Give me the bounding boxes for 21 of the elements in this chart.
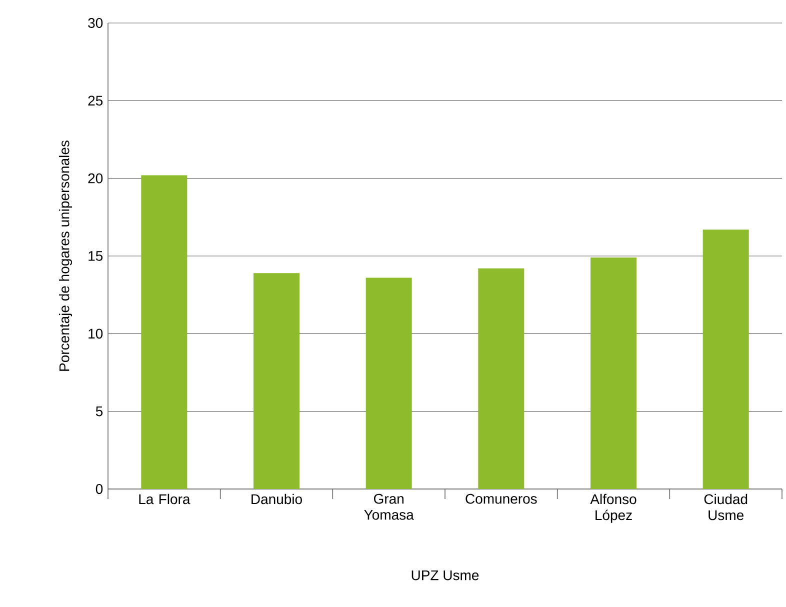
x-tick-label: Danubio	[252, 494, 302, 504]
bar	[478, 268, 524, 489]
y-tick-label: 20	[88, 173, 103, 184]
bar	[590, 258, 637, 489]
bar	[702, 230, 749, 489]
y-tick-label: 0	[96, 484, 103, 494]
x-tick-label: Gran Yomasa	[364, 494, 414, 520]
bar	[366, 278, 412, 489]
y-tick-label: 5	[96, 406, 103, 416]
y-tick-label: 10	[88, 328, 103, 339]
y-axis-title: Porcentaje de hogares unipersonales	[58, 140, 72, 371]
y-tick-label: 15	[88, 251, 103, 261]
y-tick-label: 30	[88, 18, 103, 28]
x-axis-title: UPZ Usme	[412, 570, 479, 580]
x-tick-label: Ciudad Usme	[704, 494, 748, 520]
bar	[141, 175, 188, 489]
x-tick-label: Alfonso López	[590, 494, 636, 523]
y-tick-label: 25	[88, 96, 103, 106]
x-tick-label: Comuneros	[466, 494, 537, 504]
bar	[254, 273, 300, 489]
x-tick-label: La Flora	[139, 494, 190, 504]
